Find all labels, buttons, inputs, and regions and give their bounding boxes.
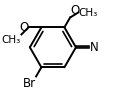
Text: CH₃: CH₃ — [2, 35, 21, 45]
Text: O: O — [70, 4, 79, 17]
Text: O: O — [19, 21, 28, 34]
Text: Br: Br — [22, 77, 35, 90]
Text: CH₃: CH₃ — [78, 8, 97, 17]
Text: N: N — [89, 41, 98, 54]
